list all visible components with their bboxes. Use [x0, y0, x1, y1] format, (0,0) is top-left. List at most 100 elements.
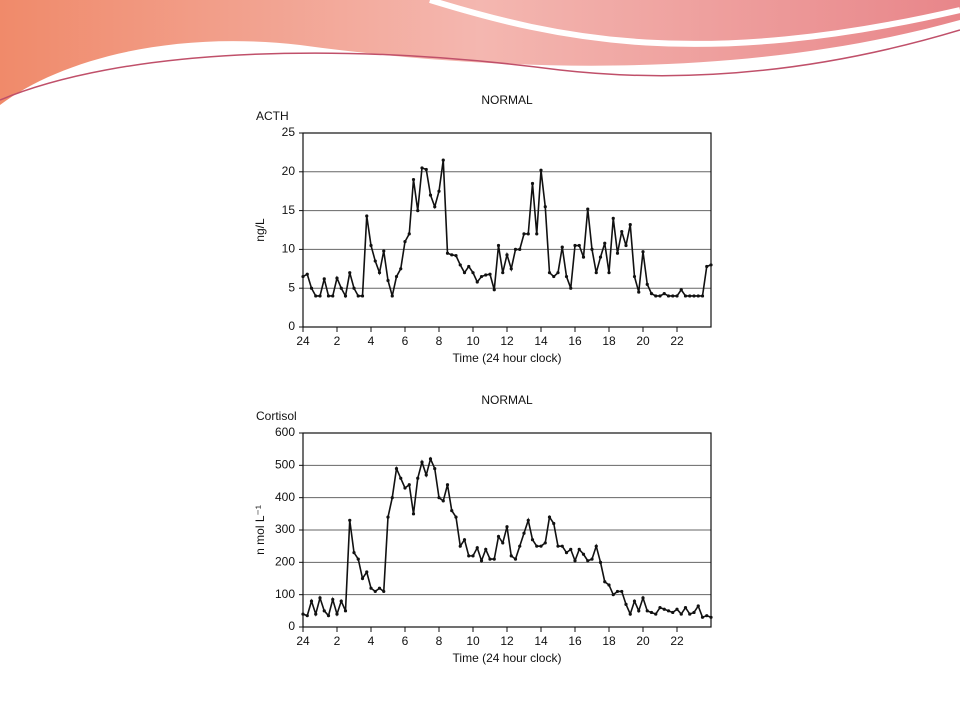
x-tick-label: 12: [500, 334, 514, 348]
data-point: [700, 294, 705, 298]
data-point: [458, 544, 462, 548]
data-point: [632, 274, 637, 279]
data-point: [539, 168, 543, 172]
data-point: [484, 547, 488, 552]
data-point: [496, 534, 501, 539]
header-swoosh: [0, 0, 960, 105]
data-point: [394, 466, 399, 471]
x-tick-label: 8: [436, 634, 443, 648]
data-point: [356, 294, 360, 298]
data-point: [535, 544, 539, 548]
data-point: [322, 277, 326, 281]
data-point: [560, 245, 564, 249]
data-point: [437, 189, 441, 193]
data-point: [484, 273, 488, 277]
data-point: [390, 294, 394, 298]
data-point: [331, 597, 335, 602]
y-tick-label: 0: [288, 619, 295, 633]
y-tick-label: 300: [275, 522, 295, 536]
data-point: [696, 294, 700, 298]
data-point: [407, 232, 411, 236]
x-tick-label: 4: [368, 334, 375, 348]
data-point: [586, 559, 590, 563]
x-tick-label: 10: [466, 634, 480, 648]
data-point: [598, 255, 603, 259]
data-point: [552, 274, 556, 279]
data-point: [369, 586, 373, 590]
y-axis-label: ng/L: [253, 218, 267, 242]
x-tick-label: 6: [402, 634, 409, 648]
x-tick-label: 20: [636, 334, 650, 348]
data-point: [645, 609, 649, 613]
x-tick-label: 4: [368, 634, 375, 648]
data-point: [445, 483, 450, 487]
data-point: [654, 612, 658, 616]
x-axis-label: Time (24 hour clock): [453, 351, 562, 365]
x-tick-label: 2: [334, 334, 341, 348]
data-point: [654, 294, 658, 298]
x-tick-label: 12: [500, 634, 514, 648]
data-point: [671, 294, 675, 298]
data-point: [535, 232, 539, 236]
data-point: [382, 589, 386, 594]
data-point: [305, 272, 309, 276]
data-point: [475, 280, 479, 284]
data-point: [505, 253, 509, 257]
y-axis-label: n mol L⁻¹: [253, 505, 267, 555]
header-line: [0, 29, 960, 101]
data-point: [709, 615, 713, 619]
chart-title: NORMAL: [481, 393, 533, 407]
x-tick-label: 2: [334, 634, 341, 648]
data-point: [637, 290, 641, 294]
data-point: [318, 294, 322, 298]
data-point: [471, 271, 475, 275]
data-point: [628, 612, 632, 616]
data-point: [526, 518, 530, 522]
data-point: [471, 554, 475, 558]
data-point: [539, 544, 543, 548]
data-point: [666, 609, 671, 613]
data-point: [373, 589, 377, 594]
x-tick-label: 22: [670, 334, 684, 348]
data-point: [598, 560, 603, 564]
data-point: [501, 541, 505, 545]
data-point: [305, 614, 309, 618]
figure-panel: [233, 88, 733, 672]
x-tick-label: 20: [636, 634, 650, 648]
data-point: [348, 518, 352, 522]
data-point: [386, 515, 390, 519]
data-point: [509, 267, 513, 271]
data-point: [454, 254, 458, 258]
data-point: [386, 278, 390, 283]
data-point: [377, 271, 382, 275]
data-point: [569, 286, 573, 290]
x-tick-label: 16: [568, 334, 582, 348]
data-point: [462, 538, 467, 542]
data-point: [581, 552, 586, 556]
data-point: [573, 243, 577, 248]
data-point: [675, 294, 679, 298]
data-point: [683, 606, 688, 610]
data-point: [441, 499, 445, 503]
data-point: [615, 251, 620, 255]
data-point: [382, 249, 386, 253]
data-point: [377, 586, 382, 590]
x-tick-label: 6: [402, 334, 409, 348]
data-point: [433, 466, 437, 471]
y-tick-label: 5: [288, 280, 295, 294]
data-point: [556, 271, 560, 275]
x-tick-label: 18: [602, 334, 616, 348]
data-point: [679, 612, 683, 616]
data-point: [620, 229, 624, 234]
data-point: [590, 247, 594, 251]
data-point: [569, 547, 573, 552]
data-point: [343, 609, 348, 613]
data-point: [658, 294, 662, 298]
data-point: [365, 570, 369, 574]
data-point: [399, 476, 403, 480]
data-point: [365, 214, 369, 218]
data-point: [454, 515, 458, 519]
data-point: [450, 253, 454, 257]
data-point: [339, 286, 343, 290]
